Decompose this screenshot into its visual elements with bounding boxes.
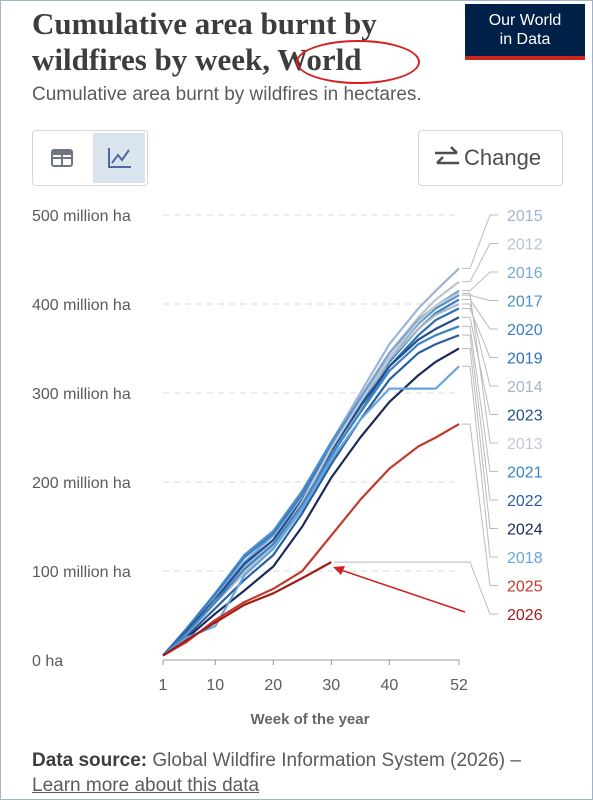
y-tick-label: 500 million ha	[32, 208, 131, 225]
legend-connector	[462, 303, 498, 387]
view-switch	[32, 130, 148, 186]
legend-connector	[462, 348, 498, 529]
legend-label: 2017	[507, 294, 543, 311]
logo[interactable]: Our World in Data	[465, 4, 585, 60]
annotation-arrow	[337, 568, 466, 613]
legend-label: 2012	[507, 237, 543, 254]
chart-subtitle: Cumulative area burnt by wildfires in he…	[32, 84, 422, 105]
legend-connector	[462, 334, 498, 501]
legend-label: 2013	[507, 436, 543, 453]
legend-label: 2016	[507, 265, 543, 282]
y-tick-label: 200 million ha	[32, 475, 131, 492]
series-line	[162, 423, 460, 657]
table-icon	[51, 149, 73, 167]
legend-connector	[462, 271, 498, 292]
legend-connector	[462, 292, 498, 444]
series-line	[162, 365, 460, 657]
series-line	[162, 325, 460, 657]
chart-view-button[interactable]	[93, 133, 145, 183]
legend-connector	[462, 365, 498, 558]
legend-label: 2019	[507, 351, 543, 368]
legend-label: 2022	[507, 493, 543, 510]
table-view-button[interactable]	[36, 133, 88, 183]
legend-connector	[462, 294, 498, 301]
y-tick-label: 100 million ha	[32, 564, 131, 581]
learn-more-link[interactable]: Learn more about this data	[32, 775, 260, 796]
legend-connector	[462, 325, 498, 472]
legend-label: 2018	[507, 550, 543, 567]
legend-label: 2021	[507, 465, 543, 482]
annotation-circle	[296, 40, 420, 84]
series-line	[162, 289, 460, 657]
chart-icon	[108, 148, 131, 168]
legend-label: 2015	[507, 208, 543, 225]
series-line	[162, 561, 332, 657]
annotation-arrowhead	[333, 566, 345, 575]
y-tick-label: 400 million ha	[32, 297, 131, 314]
x-tick-label: 20	[264, 677, 282, 694]
x-tick-label: 10	[206, 677, 224, 694]
x-tick-label: 52	[450, 677, 468, 694]
legend-connector	[462, 307, 498, 358]
footer: Data source: Global Wildfire Information…	[32, 748, 552, 798]
change-label: Change	[464, 145, 542, 170]
swap-icon	[435, 146, 459, 165]
legend-connector	[462, 423, 498, 586]
chart-title: Cumulative area burnt by wildfires by we…	[32, 6, 377, 77]
logo-line: Our World	[488, 12, 562, 29]
x-tick-label: 1	[159, 677, 168, 694]
series-line	[162, 294, 460, 657]
series-line	[162, 334, 460, 657]
legend-connector	[462, 214, 498, 269]
y-tick-label: 0 ha	[32, 653, 63, 670]
x-tick-label: 40	[380, 677, 398, 694]
legend-label: 2026	[507, 607, 543, 624]
source-label: Data source:	[32, 750, 148, 771]
legend-connector	[334, 561, 498, 615]
legend-connector	[462, 299, 498, 330]
legend-label: 2024	[507, 522, 543, 539]
legend-label: 2025	[507, 579, 543, 596]
legend-label: 2023	[507, 408, 543, 425]
x-axis-label: Week of the year	[251, 711, 370, 728]
legend-label: 2020	[507, 322, 543, 339]
series-line	[162, 347, 460, 657]
logo-line: in Data	[499, 31, 551, 48]
change-button[interactable]: Change	[418, 130, 563, 186]
legend-label: 2014	[507, 379, 543, 396]
source-text: Global Wildfire Information System (2026…	[152, 750, 521, 771]
legend-connector	[462, 243, 498, 283]
x-tick-label: 30	[322, 677, 340, 694]
y-tick-label: 300 million ha	[32, 386, 131, 403]
